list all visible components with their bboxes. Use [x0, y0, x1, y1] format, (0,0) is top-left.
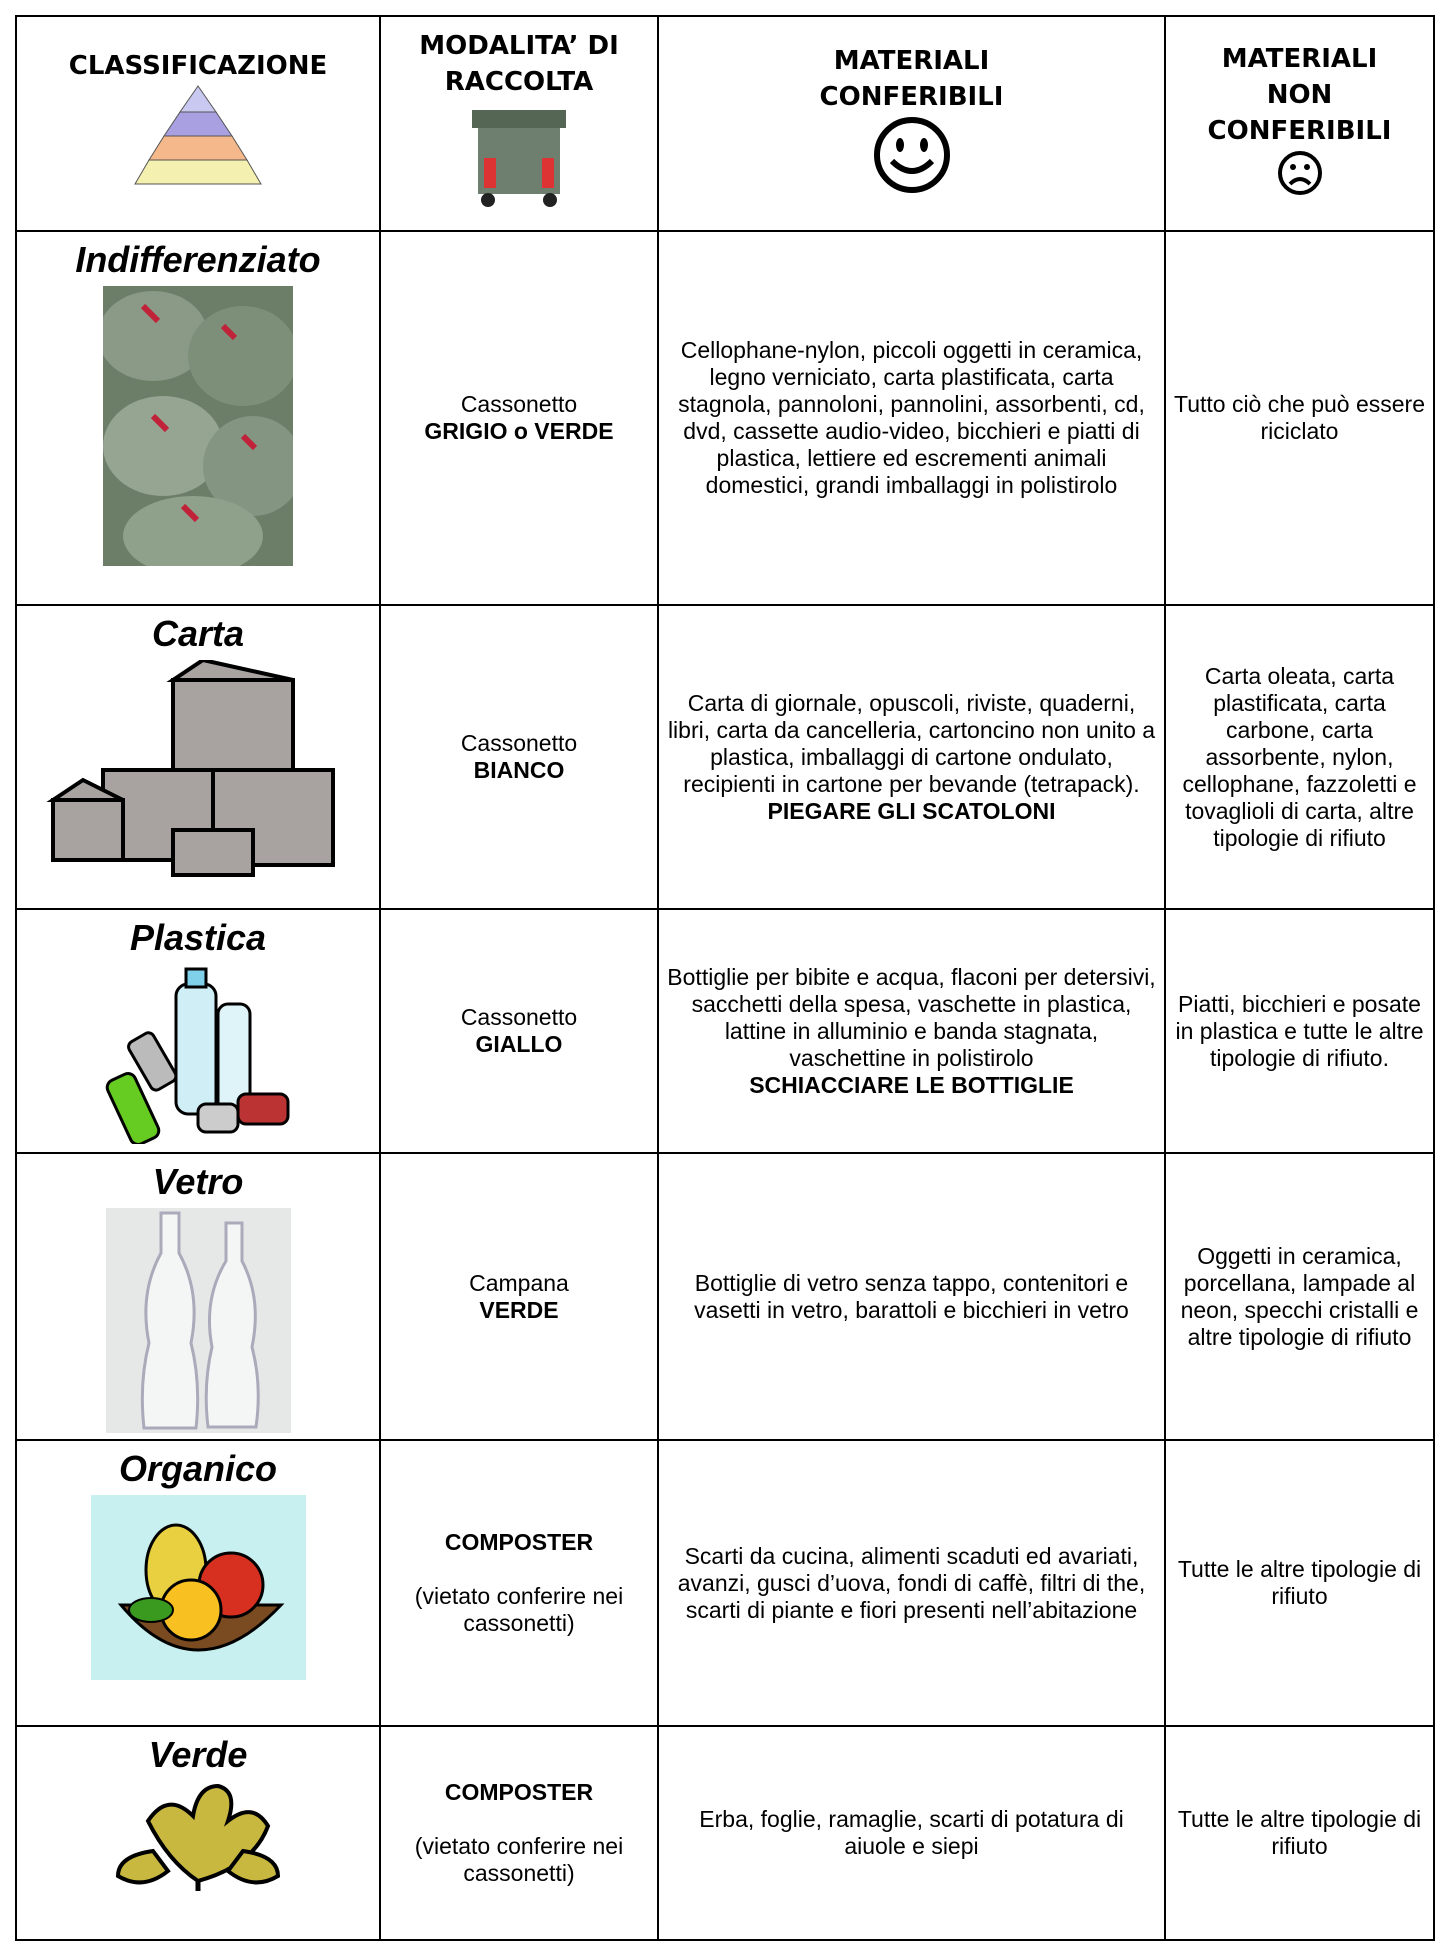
- header-text: MATERIALI CONFERIBILI: [819, 45, 1004, 112]
- collection-method: COMPOSTER: [444, 1779, 594, 1805]
- table-row: Indifferenziato Cassonetto GRIGIO o VERDE…: [15, 230, 1435, 606]
- classification-cell: Indifferenziato: [15, 230, 381, 606]
- accepted-note: PIEGARE GLI SCATOLONI: [767, 797, 1056, 824]
- table-row: Carta Cassonetto BIANCO Carta di giornale…: [15, 604, 1435, 910]
- bottles-picture: [105, 1208, 291, 1433]
- not-accepted: Tutte le altre tipologie di rifiuto: [1177, 1806, 1422, 1859]
- accepted: Bottiglie di vetro senza tappo, contenit…: [694, 1269, 1129, 1323]
- boxes-picture: [46, 657, 335, 877]
- collection-cell: Cassonetto BIANCO: [379, 604, 659, 910]
- collection: Cassonetto: [460, 391, 578, 417]
- collection-cell: COMPOSTER (vietato conferire nei cassonet…: [379, 1439, 659, 1727]
- header-text: MATERIALI NON CONFERIBILI: [1207, 43, 1392, 146]
- accepted: Carta di giornale, opuscoli, riviste, qu…: [667, 689, 1156, 797]
- collection-cell: COMPOSTER (vietato conferire nei cassonet…: [379, 1725, 659, 1941]
- classification: Verde: [148, 1734, 248, 1775]
- not-accepted: Carta oleata, carta plastificata, carta …: [1182, 662, 1417, 851]
- collection-note: (vietato conferire nei cassonetti): [414, 1833, 624, 1886]
- classification: Vetro: [152, 1161, 244, 1202]
- leaves-picture: [115, 1783, 281, 1891]
- collection-color: BIANCO: [473, 757, 565, 783]
- classification: Organico: [118, 1448, 278, 1489]
- plastic-picture: [105, 967, 290, 1146]
- accepted-cell: Bottiglie per bibite e acqua, flaconi pe…: [657, 908, 1166, 1154]
- classification: Carta: [151, 613, 245, 654]
- not-accepted: Tutte le altre tipologie di rifiuto: [1177, 1556, 1422, 1609]
- collection-note: (vietato conferire nei cassonetti): [414, 1583, 624, 1636]
- smiley-icon: [873, 116, 950, 193]
- header-cell: CLASSIFICAZIONE: [15, 15, 381, 232]
- accepted: Bottiglie per bibite e acqua, flaconi pe…: [667, 963, 1156, 1071]
- collection: Campana: [469, 1269, 569, 1296]
- bags-picture: [98, 286, 303, 576]
- header-cell: MATERIALI CONFERIBILI: [657, 15, 1166, 232]
- pyramid-icon: [134, 85, 262, 185]
- not-accepted-cell: Tutte le altre tipologie di rifiuto: [1164, 1725, 1435, 1941]
- not-accepted-cell: Oggetti in ceramica, porcellana, lampade…: [1164, 1152, 1435, 1441]
- waste-table: CLASSIFICAZIONE MODALITA’ DI RACCOLTA MA…: [15, 15, 1435, 1941]
- accepted: Erba, foglie, ramaglie, scarti di potatu…: [699, 1806, 1124, 1859]
- classification-cell: Organico: [15, 1439, 381, 1727]
- not-accepted: Piatti, bicchieri e posate in plastica e…: [1175, 990, 1424, 1071]
- classification: Plastica: [129, 917, 267, 958]
- collection-color: GRIGIO o VERDE: [424, 418, 614, 444]
- accepted-cell: Carta di giornale, opuscoli, riviste, qu…: [657, 604, 1166, 910]
- collection: Cassonetto: [460, 1004, 578, 1030]
- accepted-cell: Scarti da cucina, alimenti scaduti ed av…: [657, 1439, 1166, 1727]
- table-row: Vetro Campana VERDE Bottiglie di vetro se…: [15, 1152, 1435, 1441]
- not-accepted: Oggetti in ceramica, porcellana, lampade…: [1180, 1242, 1419, 1350]
- collection-cell: Cassonetto GRIGIO o VERDE: [379, 230, 659, 606]
- accepted-cell: Bottiglie di vetro senza tappo, contenit…: [657, 1152, 1166, 1441]
- accepted-note: SCHIACCIARE LE BOTTIGLIE: [749, 1071, 1074, 1098]
- collection-cell: Campana VERDE: [379, 1152, 659, 1441]
- accepted-cell: Cellophane-nylon, piccoli oggetti in cer…: [657, 230, 1166, 606]
- header-cell: MATERIALI NON CONFERIBILI: [1164, 15, 1435, 232]
- collection-cell: Cassonetto GIALLO: [379, 908, 659, 1154]
- classification-cell: Vetro: [15, 1152, 381, 1441]
- accepted-cell: Erba, foglie, ramaglie, scarti di potatu…: [657, 1725, 1166, 1941]
- not-accepted-cell: Tutte le altre tipologie di rifiuto: [1164, 1439, 1435, 1727]
- classification-cell: Verde: [15, 1725, 381, 1941]
- header-text: MODALITA’ DI RACCOLTA: [419, 30, 619, 97]
- classification-cell: Plastica: [15, 908, 381, 1154]
- header-text: CLASSIFICAZIONE: [68, 51, 328, 81]
- header-row: CLASSIFICAZIONE MODALITA’ DI RACCOLTA MA…: [15, 15, 1435, 232]
- header-cell: MODALITA’ DI RACCOLTA: [379, 15, 659, 232]
- classification: Indifferenziato: [75, 239, 321, 280]
- collection: Cassonetto: [460, 730, 578, 756]
- accepted: Scarti da cucina, alimenti scaduti ed av…: [677, 1542, 1146, 1623]
- collection-color: VERDE: [479, 1296, 559, 1323]
- fruit-picture: [90, 1495, 306, 1680]
- not-accepted: Tutto ciò che può essere riciclato: [1174, 391, 1426, 444]
- collection-color: GIALLO: [475, 1031, 563, 1057]
- table-row: Organico COMPOSTER (vietato conferire nei…: [15, 1439, 1435, 1727]
- not-accepted-cell: Piatti, bicchieri e posate in plastica e…: [1164, 908, 1435, 1154]
- accepted: Cellophane-nylon, piccoli oggetti in cer…: [678, 337, 1145, 498]
- not-accepted-cell: Carta oleata, carta plastificata, carta …: [1164, 604, 1435, 910]
- table-row: Plastica Cassonetto GIALLO Bottiglie per …: [15, 908, 1435, 1154]
- not-accepted-cell: Tutto ciò che può essere riciclato: [1164, 230, 1435, 606]
- table-row: Verde COMPOSTER (vietato conferire nei ca…: [15, 1725, 1435, 1941]
- classification-cell: Carta: [15, 604, 381, 910]
- frown-icon: [1277, 150, 1322, 195]
- collection-method: COMPOSTER: [444, 1529, 594, 1555]
- bin-icon: [472, 109, 566, 207]
